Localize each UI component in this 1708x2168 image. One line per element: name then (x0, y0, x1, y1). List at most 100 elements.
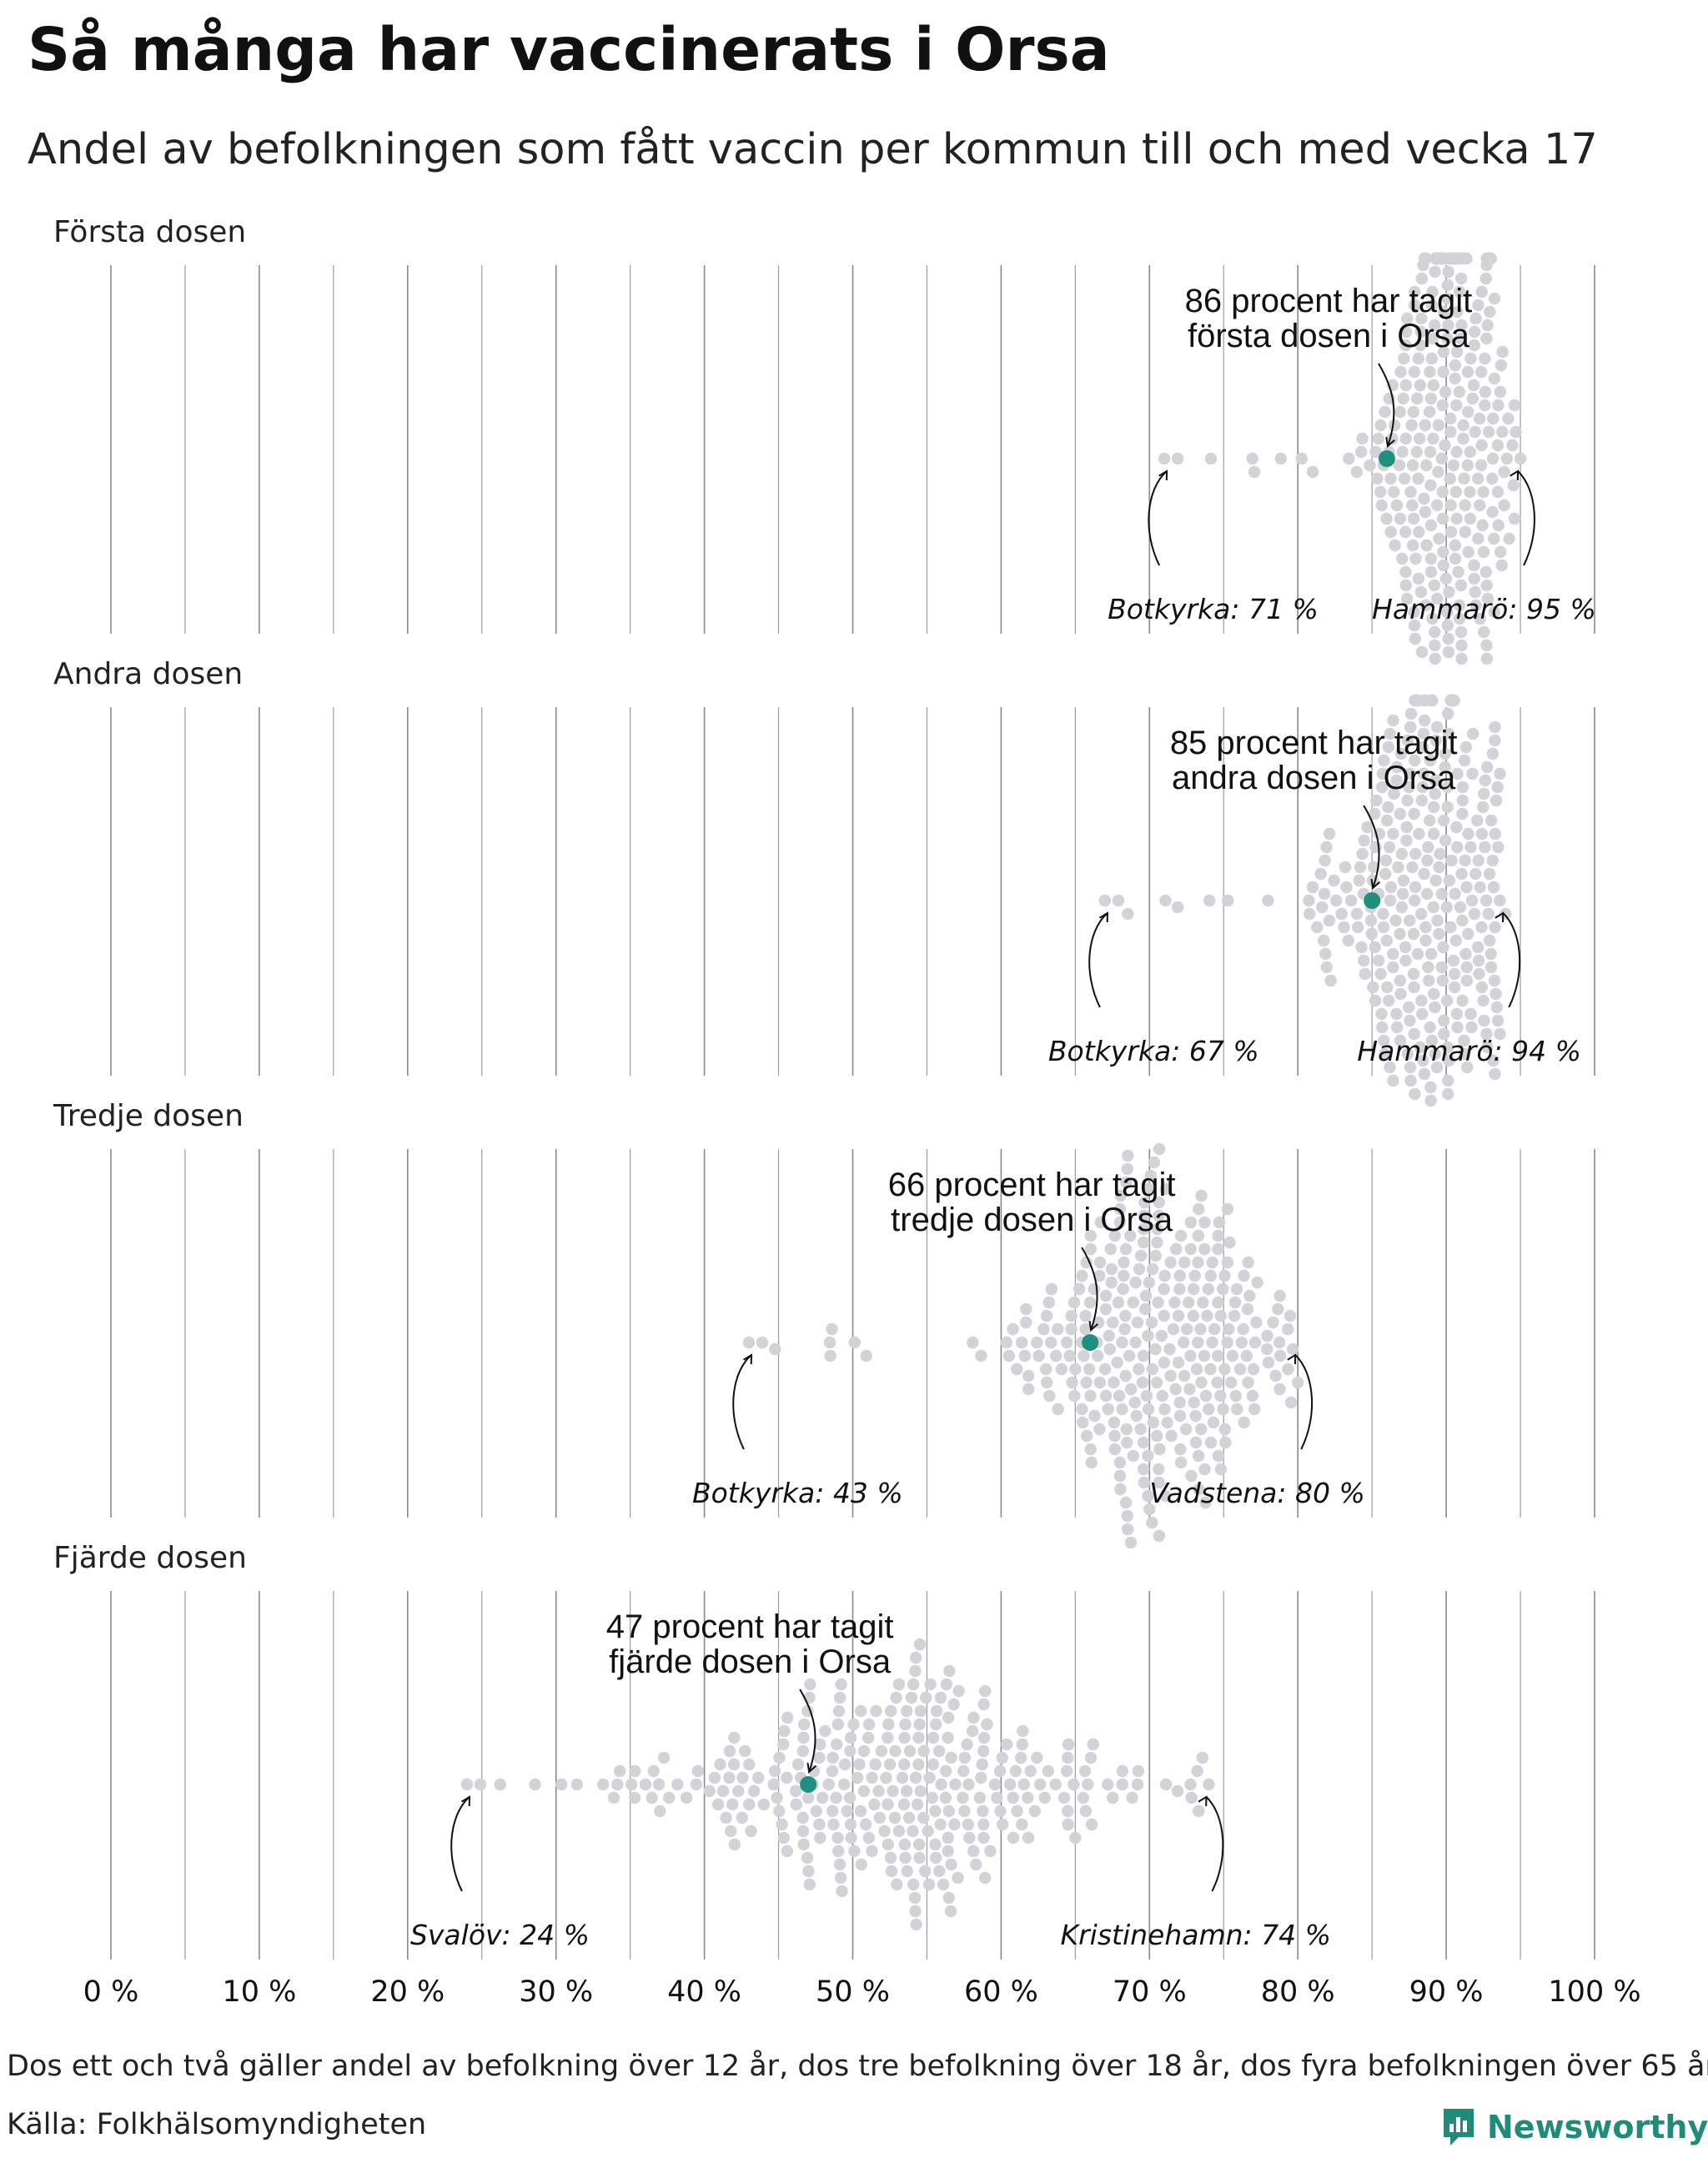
municipality-point (1404, 707, 1418, 720)
municipality-point (1444, 921, 1457, 934)
municipality-point (1454, 901, 1467, 914)
municipality-point (1414, 325, 1428, 339)
municipality-point (1043, 1389, 1056, 1403)
municipality-point (1198, 1242, 1211, 1256)
municipality-point (1113, 1202, 1127, 1216)
municipality-point (1223, 1236, 1236, 1249)
municipality-point (1040, 1309, 1053, 1322)
municipality-point (1394, 927, 1406, 941)
brand-logo[interactable]: Newsworthy (1440, 2105, 1708, 2149)
municipality-point (1466, 392, 1479, 405)
municipality-point (1456, 914, 1469, 927)
municipality-point (891, 1878, 903, 1891)
municipality-point (1286, 1342, 1299, 1356)
municipality-point (1138, 1196, 1151, 1209)
municipality-point (1425, 1034, 1439, 1047)
municipality-point (1146, 1363, 1159, 1376)
municipality-point (1448, 694, 1460, 707)
municipality-point (1272, 1302, 1284, 1316)
municipality-point (897, 1798, 911, 1811)
municipality-point (1465, 1021, 1478, 1034)
municipality-point (1436, 974, 1449, 987)
municipality-point (1421, 854, 1434, 867)
municipality-point (1078, 1764, 1092, 1778)
municipality-point (1228, 1296, 1242, 1309)
municipality-point (1367, 981, 1379, 994)
municipality-point (1116, 1778, 1128, 1791)
municipality-point (1316, 901, 1329, 914)
municipality-point (1014, 1751, 1027, 1764)
municipality-point (1207, 1416, 1220, 1429)
municipality-point (1449, 887, 1461, 901)
municipality-point (1436, 399, 1449, 412)
municipality-point (1455, 319, 1468, 332)
municipality-point (1145, 1316, 1158, 1329)
municipality-point (857, 1784, 871, 1798)
municipality-point (1484, 814, 1498, 827)
municipality-point (1416, 780, 1429, 794)
municipality-point (1474, 365, 1488, 379)
municipality-point (913, 1851, 926, 1864)
highlight-point-orsa (1378, 450, 1395, 467)
max-arrow (1517, 470, 1535, 566)
min-arrowhead (1158, 469, 1168, 481)
municipality-point (1370, 794, 1383, 807)
max-arrowhead (1287, 1353, 1297, 1365)
municipality-point (851, 1771, 864, 1784)
municipality-point (1460, 252, 1473, 265)
municipality-point (1221, 1256, 1234, 1269)
municipality-point (1424, 445, 1437, 459)
municipality-point (690, 1778, 703, 1791)
municipality-point (1487, 412, 1500, 425)
municipality-point (803, 1878, 816, 1891)
municipality-point (1214, 1463, 1227, 1476)
municipality-point (1479, 272, 1493, 285)
x-tick-label: 30 % (519, 1975, 593, 2009)
panel-label: Tredje dosen (53, 1099, 244, 1133)
municipality-point (875, 1744, 888, 1758)
municipality-point (1068, 1296, 1081, 1309)
municipality-point (1318, 887, 1331, 901)
municipality-point (977, 1731, 991, 1744)
municipality-point (810, 1804, 822, 1818)
municipality-point (1158, 1282, 1170, 1296)
municipality-point (1372, 432, 1385, 445)
municipality-point (1149, 1249, 1162, 1262)
municipality-point (1389, 539, 1401, 552)
municipality-point (1137, 1236, 1150, 1249)
municipality-point (914, 1784, 927, 1798)
municipality-point (1083, 1363, 1096, 1376)
municipality-point (1489, 1067, 1501, 1081)
municipality-point (1477, 545, 1490, 559)
municipality-point (1480, 579, 1493, 592)
municipality-point (1438, 1027, 1450, 1041)
municipality-point (1144, 1169, 1158, 1182)
municipality-point (819, 1724, 831, 1738)
municipality-point (1484, 947, 1497, 961)
municipality-point (723, 1744, 736, 1758)
municipality-point (1134, 1249, 1148, 1262)
municipality-point (1483, 934, 1496, 947)
municipality-point (1449, 552, 1462, 565)
municipality-point (1037, 1322, 1050, 1336)
municipality-point (1103, 1329, 1115, 1342)
municipality-point (1237, 1322, 1249, 1336)
municipality-point (1390, 760, 1404, 774)
highlight-point-orsa (800, 1776, 817, 1793)
municipality-point (1491, 485, 1505, 499)
municipality-point (1419, 599, 1432, 612)
municipality-point (1411, 947, 1424, 961)
min-arrowhead (1099, 911, 1108, 923)
annotation-arrowhead (1385, 436, 1395, 448)
municipality-point (1492, 841, 1505, 854)
max-arrow (1502, 912, 1521, 1008)
municipality-point (1424, 947, 1438, 961)
municipality-point (1494, 545, 1507, 559)
municipality-point (1379, 854, 1393, 867)
municipality-point (1404, 485, 1417, 499)
municipality-point (796, 1811, 809, 1824)
municipality-point (1235, 1336, 1248, 1349)
municipality-point (1451, 1021, 1464, 1034)
municipality-point (1454, 332, 1467, 345)
municipality-point (1456, 780, 1469, 794)
